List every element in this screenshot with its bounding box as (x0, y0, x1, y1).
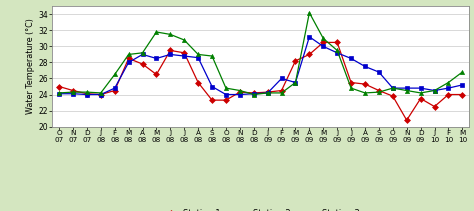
Legend: Station 1, Station 2, Station 3: Station 1, Station 2, Station 3 (158, 205, 363, 211)
Y-axis label: Water Temperature (°C): Water Temperature (°C) (27, 19, 36, 114)
